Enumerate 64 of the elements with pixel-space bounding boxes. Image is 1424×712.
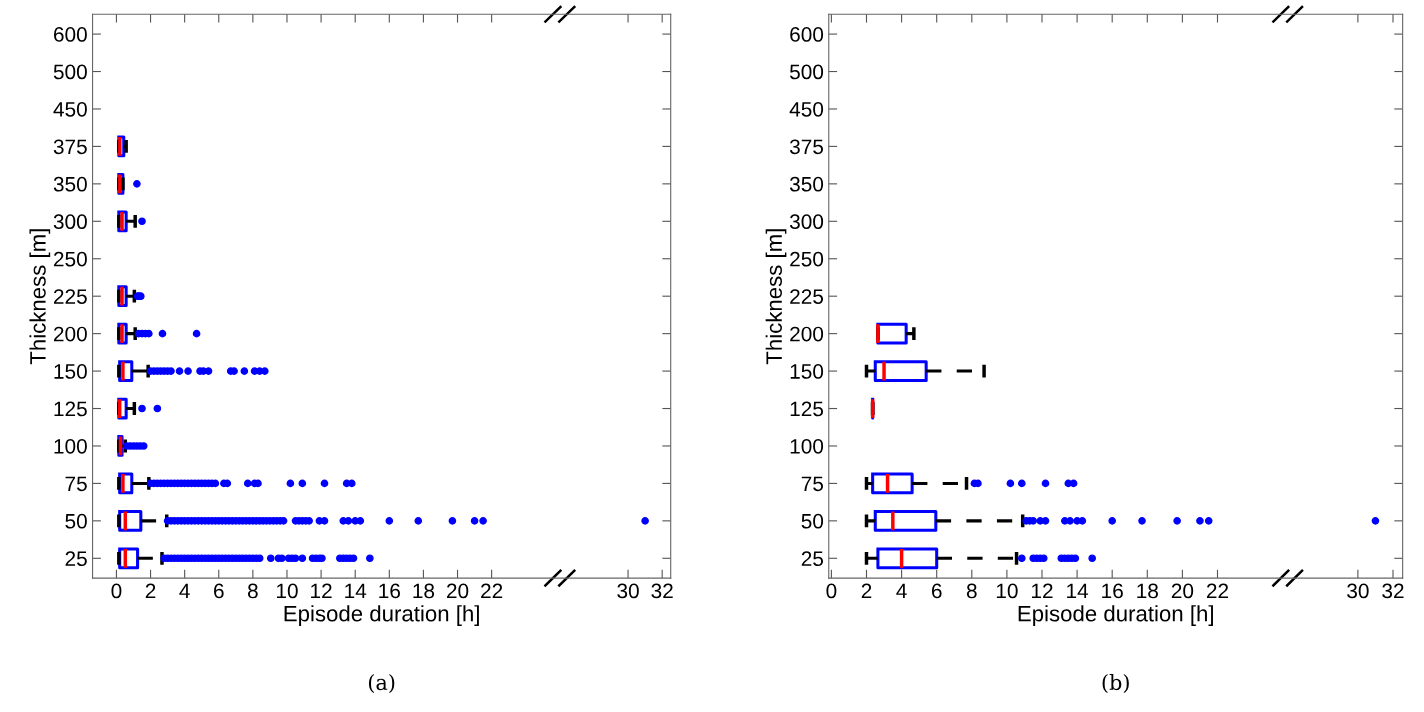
x-tick-label: 16 (379, 583, 400, 599)
y-axis-title: Thickness [m] (765, 229, 787, 365)
y-tick-label: 225 (53, 289, 87, 304)
x-tick-label: 10 (996, 583, 1018, 599)
x-tick-label: 2 (861, 583, 872, 599)
x-tick-label: 8 (966, 583, 977, 599)
y-tick-label: 50 (801, 513, 824, 529)
x-tick-label: 12 (311, 583, 332, 599)
y-tick-label: 75 (801, 476, 824, 492)
y-tick-label: 75 (65, 476, 87, 492)
x-tick-label: 8 (247, 583, 258, 599)
x-tick-label: 10 (276, 583, 298, 599)
x-tick-label: 30 (617, 583, 639, 599)
y-tick-label: 100 (54, 438, 87, 454)
x-tick-label: 32 (1382, 583, 1404, 599)
x-tick-label: 22 (1206, 583, 1229, 599)
y-tick-label: 125 (54, 401, 87, 417)
y-tick-label: 375 (53, 139, 87, 155)
y-tick-label: 125 (790, 401, 824, 417)
y-tick-label: 50 (65, 513, 87, 529)
x-tick-label: 32 (651, 583, 673, 599)
x-axis-title: Episode duration [h] (284, 605, 479, 626)
x-tick-label: 18 (1137, 583, 1158, 599)
y-tick-label: 200 (53, 326, 87, 342)
x-tick-label: 20 (1171, 583, 1194, 599)
x-tick-label: 2 (145, 583, 156, 599)
x-tick-label: 18 (413, 583, 435, 599)
y-tick-label: 25 (65, 551, 87, 567)
y-tick-label: 300 (789, 214, 824, 230)
y-tick-label: 375 (789, 139, 824, 155)
x-tick-label: 4 (896, 583, 907, 599)
y-tick-label: 350 (53, 176, 87, 192)
y-tick-label: 100 (790, 438, 824, 454)
x-tick-label: 6 (214, 583, 224, 599)
y-tick-label: 150 (790, 364, 824, 379)
y-tick-label: 500 (53, 64, 87, 80)
y-tick-label: 600 (790, 27, 824, 42)
y-tick-label: 250 (790, 251, 824, 267)
x-tick-label: 4 (179, 583, 190, 599)
text: (b) (1102, 674, 1129, 694)
y-tick-label: 300 (53, 214, 87, 230)
y-tick-label: 150 (54, 364, 87, 379)
y-tick-label: 350 (789, 176, 824, 192)
x-axis-title: Episode duration [h] (1018, 605, 1213, 626)
x-tick-label: 16 (1102, 583, 1123, 599)
x-tick-label: 14 (1067, 583, 1089, 599)
x-tick-label: 22 (481, 583, 503, 599)
y-tick-label: 25 (801, 551, 824, 567)
y-tick-label: 200 (790, 326, 824, 342)
y-tick-label: 250 (53, 251, 87, 267)
text: (a) (368, 674, 395, 694)
x-tick-label: 30 (1347, 583, 1369, 599)
y-tick-label: 500 (789, 64, 824, 80)
x-tick-label: 0 (111, 583, 122, 599)
y-axis-title: Thickness [m] (29, 229, 51, 365)
y-tick-label: 450 (789, 101, 824, 117)
y-tick-label: 450 (53, 101, 87, 117)
y-tick-label: 600 (54, 27, 87, 42)
x-tick-label: 12 (1032, 583, 1053, 599)
x-tick-label: 20 (446, 583, 469, 599)
y-tick-label: 225 (790, 289, 824, 304)
x-tick-label: 14 (345, 583, 367, 599)
x-tick-label: 6 (931, 583, 942, 599)
x-tick-label: 0 (826, 583, 837, 599)
